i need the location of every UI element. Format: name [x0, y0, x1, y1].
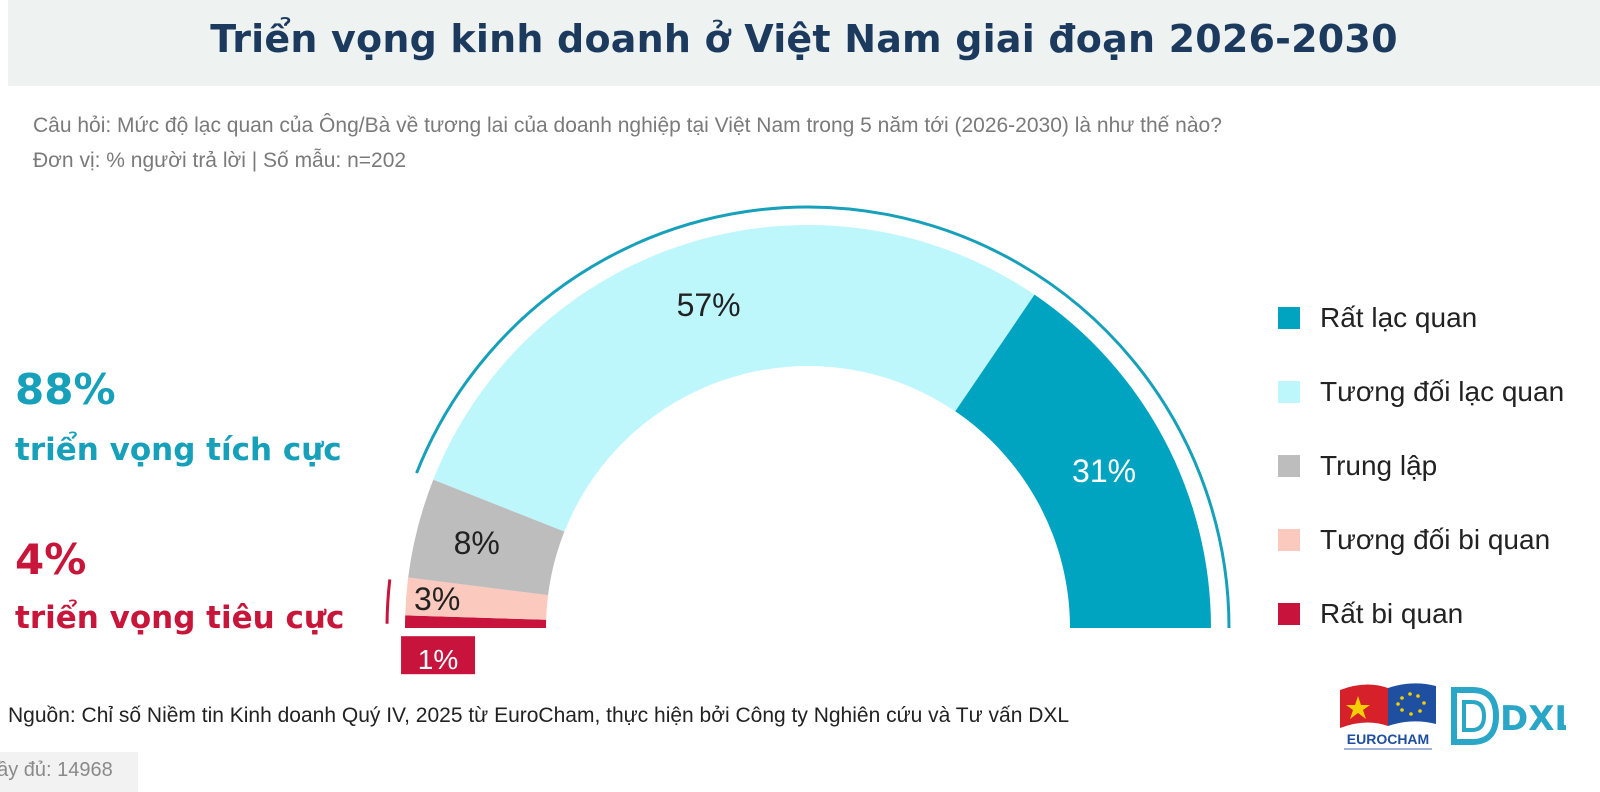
source-note: Nguồn: Chỉ số Niềm tin Kinh doanh Quý IV…	[8, 704, 1070, 727]
donut-segment-2	[405, 577, 549, 620]
dxl-logo: DXL	[1451, 687, 1566, 745]
legend-swatch-4	[1278, 529, 1300, 551]
legend-swatch-2	[1278, 381, 1300, 403]
page-title: Triển vọng kinh doanh ở Việt Nam giai đo…	[210, 17, 1398, 61]
legend-item-1: Rất lạc quan	[1278, 302, 1477, 334]
legend-swatch-1	[1278, 307, 1300, 329]
negative-summary-value: 4%	[15, 535, 87, 584]
positive-summary-value: 88%	[15, 365, 116, 414]
dxl-logo-text: DXL	[1500, 699, 1566, 739]
eurocham-logo-text: EUROCHAM	[1347, 731, 1429, 747]
legend-swatch-5	[1278, 603, 1300, 625]
survey-question: Câu hỏi: Mức độ lạc quan của Ông/Bà về t…	[33, 114, 1222, 137]
legend-item-5: Rất bi quan	[1278, 598, 1463, 630]
legend-label-4: Tương đối bi quan	[1320, 524, 1551, 555]
legend-item-4: Tương đối bi quan	[1278, 524, 1550, 556]
negative-summary-label: triển vọng tiêu cực	[15, 600, 345, 636]
legend-label-2: Tương đối lạc quan	[1320, 376, 1565, 407]
donut-segment-3	[408, 479, 565, 596]
legend-label-1: Rất lạc quan	[1320, 302, 1478, 333]
legend-item-2: Tương đối lạc quan	[1278, 376, 1564, 408]
data-label-5: 31%	[1072, 453, 1136, 489]
data-label-background-1	[401, 636, 476, 675]
positive-rim	[415, 205, 1231, 629]
data-label-1: 1%	[418, 644, 458, 675]
footer-note: đầy đủ: 14968	[0, 752, 138, 792]
legend-label-3: Trung lập	[1320, 450, 1438, 481]
donut-segment-1	[405, 615, 547, 628]
legend-swatch-3	[1278, 455, 1300, 477]
unit-sample-note: Đơn vị: % người trả lời | Số mẫu: n=202	[33, 149, 407, 172]
legend-item-3: Trung lập	[1278, 450, 1437, 482]
footer-note-text: đầy đủ: 14968	[0, 759, 113, 781]
donut-segment-4	[433, 224, 1035, 532]
data-label-3: 8%	[454, 525, 500, 561]
donut-segment-5	[955, 294, 1211, 628]
data-label-4: 57%	[677, 287, 741, 323]
data-label-2: 3%	[414, 581, 460, 617]
legend-label-5: Rất bi quan	[1320, 598, 1464, 629]
positive-summary-label: triển vọng tích cực	[15, 432, 342, 468]
negative-rim	[385, 579, 392, 624]
eurocham-logo: EUROCHAM	[1340, 683, 1436, 750]
title-bar: Triển vọng kinh doanh ở Việt Nam giai đo…	[8, 0, 1600, 86]
